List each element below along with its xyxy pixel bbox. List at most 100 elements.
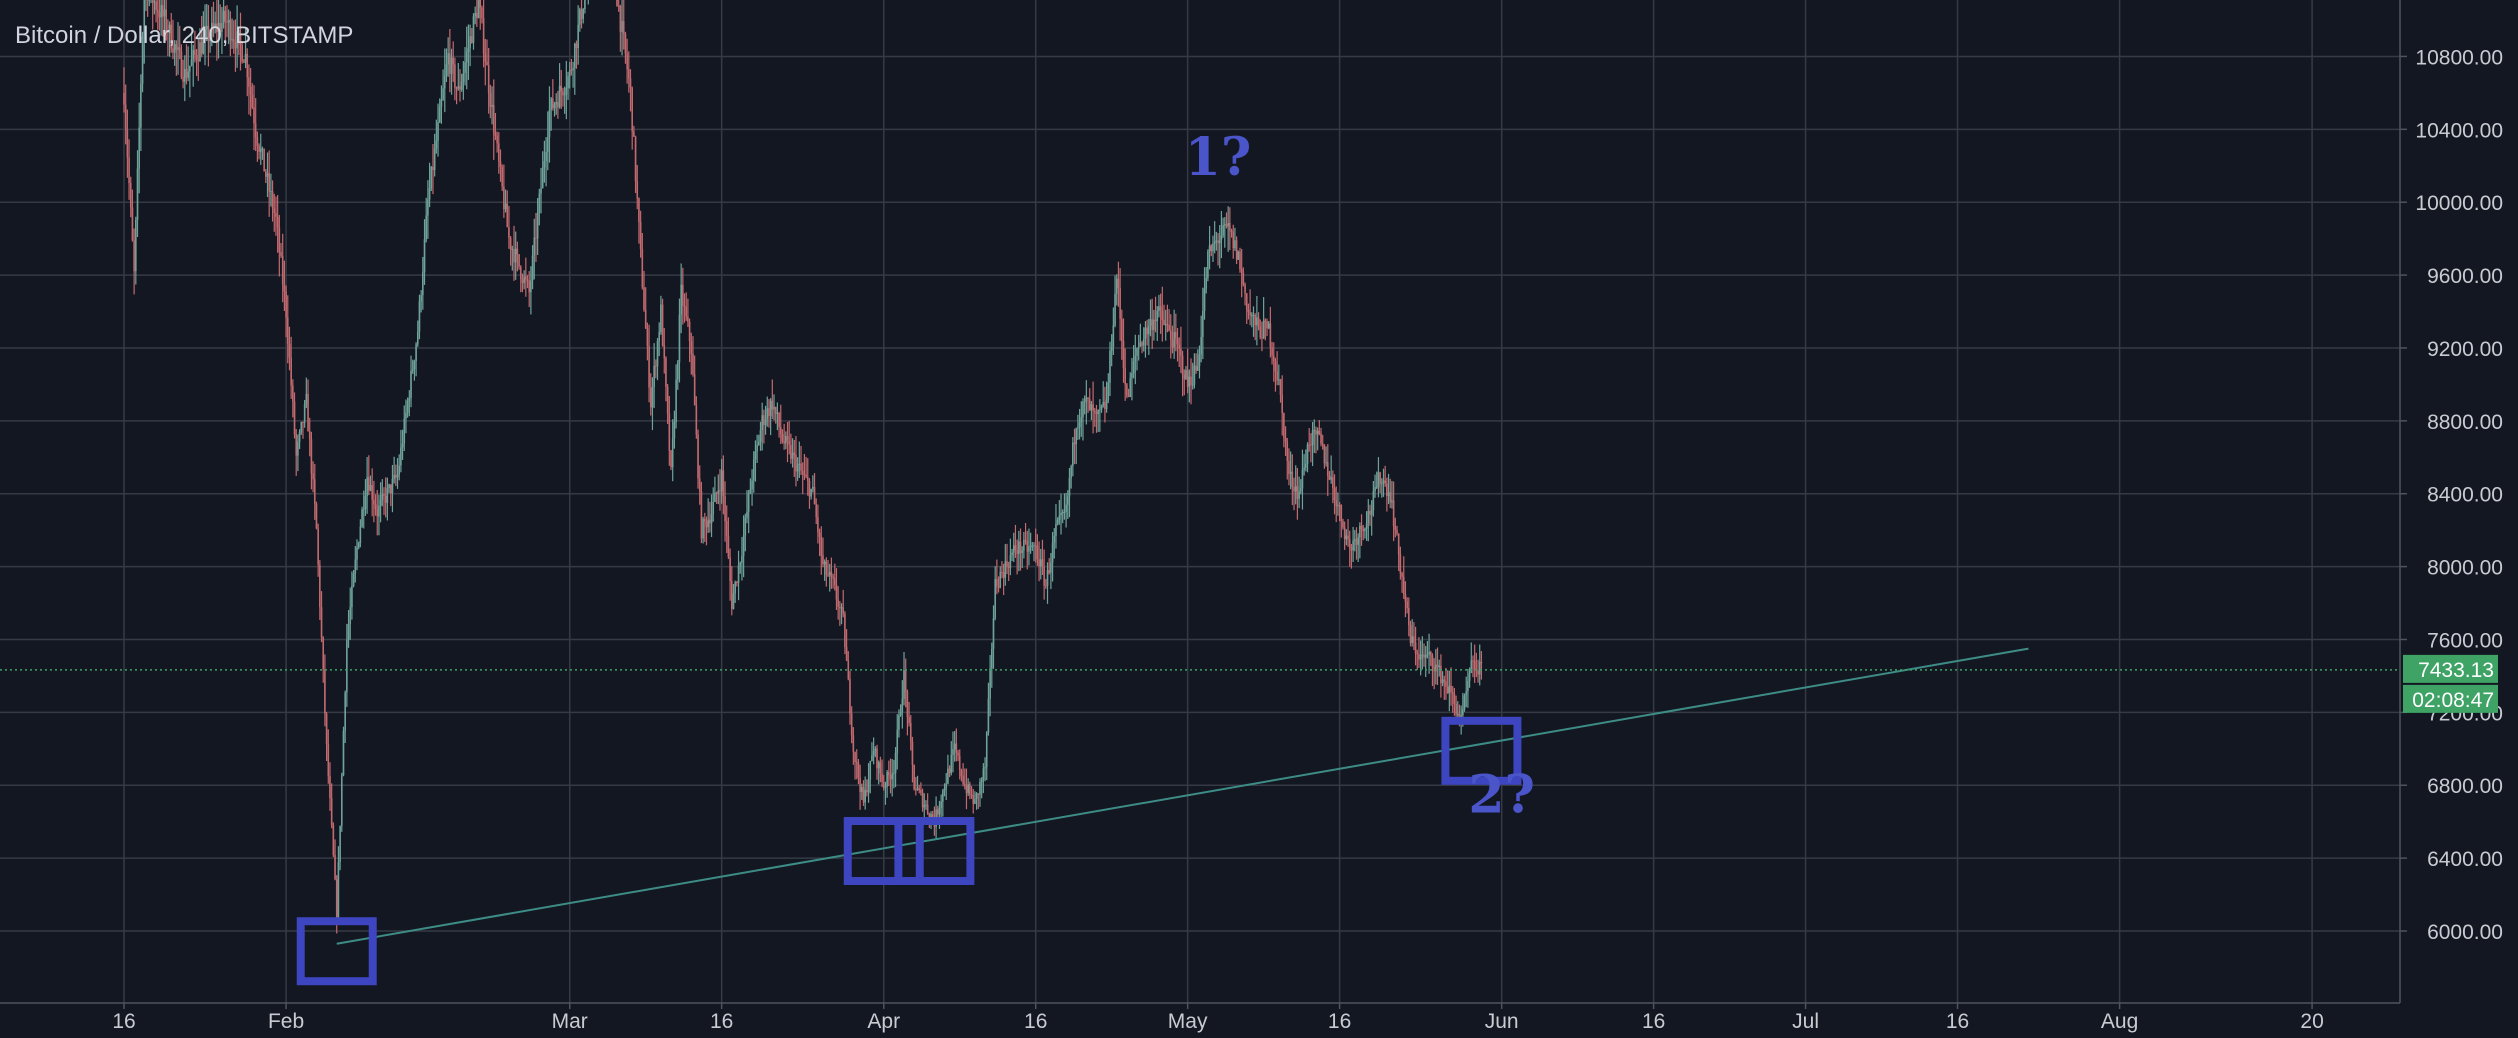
candle-body xyxy=(455,87,458,89)
candle-body xyxy=(754,451,757,460)
candle-body xyxy=(1119,287,1121,319)
candle-body xyxy=(962,776,964,784)
candle-body xyxy=(1168,325,1170,331)
candle-body xyxy=(734,581,736,594)
candle-body xyxy=(324,669,326,714)
candle-body xyxy=(967,784,969,794)
candle-body xyxy=(582,9,585,19)
candle-body xyxy=(1139,342,1142,347)
candle-body xyxy=(715,492,718,494)
candle-body xyxy=(1264,320,1267,322)
candle-body xyxy=(1102,401,1105,406)
candle-body xyxy=(1068,478,1071,497)
candle-body xyxy=(1391,500,1393,503)
candle-body xyxy=(383,494,385,496)
candle-body xyxy=(1077,427,1079,429)
candle-body xyxy=(984,767,986,769)
candle-body xyxy=(882,782,885,788)
candle-body xyxy=(163,9,166,17)
candle-body xyxy=(1458,713,1461,719)
candle-body xyxy=(682,284,684,306)
candle-body xyxy=(633,131,635,137)
candle-body xyxy=(308,431,311,440)
candle-body xyxy=(739,562,742,566)
candle-body xyxy=(1002,572,1005,578)
candle-body xyxy=(168,24,171,34)
candle-body xyxy=(641,248,644,288)
candle-body xyxy=(683,305,686,307)
candle-body xyxy=(1397,533,1400,555)
candle-body xyxy=(980,779,983,783)
candle-body xyxy=(857,762,860,778)
time-tick-label: 16 xyxy=(1946,1010,1969,1033)
candle-body xyxy=(533,237,536,256)
candle-body xyxy=(344,692,346,731)
candle-body xyxy=(953,743,956,750)
candle-body xyxy=(406,401,409,413)
candle-body xyxy=(925,804,927,806)
candle-body xyxy=(1272,355,1275,362)
highlight-box[interactable] xyxy=(894,817,975,886)
candle-body xyxy=(1082,401,1084,418)
candle-body xyxy=(1021,550,1023,554)
candle-body xyxy=(1411,636,1413,643)
candle-body xyxy=(698,478,701,491)
candle-body xyxy=(335,879,338,919)
candle-body xyxy=(346,640,348,693)
candle-body xyxy=(1413,636,1415,643)
candle-body xyxy=(1402,576,1405,595)
price-tick-label: 6800.00 xyxy=(2427,775,2503,798)
candle-body xyxy=(1200,336,1202,355)
candle-body xyxy=(989,668,991,699)
highlight-box[interactable] xyxy=(296,917,377,986)
candle-body xyxy=(1227,222,1229,227)
candle-body xyxy=(833,578,836,585)
time-tick-label: Feb xyxy=(268,1010,304,1033)
candle-body xyxy=(909,723,912,742)
time-tick-label: Apr xyxy=(867,1010,900,1033)
candle-body xyxy=(354,559,357,574)
candle-body xyxy=(761,415,763,431)
candle-body xyxy=(190,59,193,66)
candle-body xyxy=(894,753,897,774)
candle-body xyxy=(319,564,321,608)
price-axis-background xyxy=(2400,0,2518,1038)
candle-body xyxy=(227,19,230,23)
time-tick-label: May xyxy=(1168,1010,1208,1033)
candle-body xyxy=(528,281,530,293)
candle-body xyxy=(1333,487,1336,501)
candle-body xyxy=(975,793,978,799)
candle-body xyxy=(952,749,954,755)
candle-body xyxy=(226,21,228,23)
candle-body xyxy=(1220,235,1223,240)
candle-body xyxy=(1203,288,1206,311)
candle-body xyxy=(1041,559,1044,567)
candle-body xyxy=(1256,317,1258,326)
candle-body xyxy=(403,418,406,444)
candle-body xyxy=(472,16,475,43)
candle-body xyxy=(779,426,782,435)
price-axis[interactable]: 6000.006400.006800.007200.007600.008000.… xyxy=(2399,0,2518,1038)
highlight-box[interactable] xyxy=(843,817,924,886)
candle-body xyxy=(1198,354,1201,367)
candle-body xyxy=(545,152,547,162)
candle-body xyxy=(1161,310,1164,320)
candle-body xyxy=(268,173,270,192)
candle-body xyxy=(1443,679,1446,682)
candle-body xyxy=(1218,239,1221,244)
candle-body xyxy=(626,53,628,70)
candle-body xyxy=(427,199,429,216)
candle-body xyxy=(736,581,738,583)
candle-body xyxy=(445,64,448,76)
highlight-box[interactable] xyxy=(1441,716,1522,785)
candle-body xyxy=(307,393,309,432)
candle-body xyxy=(1222,224,1224,236)
trendline[interactable] xyxy=(336,647,2029,945)
candle-body xyxy=(1468,672,1471,681)
candle-body xyxy=(1375,487,1378,489)
time-axis[interactable]: 16 Feb Mar 16 Apr 16 May 16 Jun 16 Jul 16 Aug 20 xyxy=(0,1002,2400,1038)
candle-body xyxy=(1372,491,1375,511)
candle-body xyxy=(1230,230,1233,233)
candle-body xyxy=(752,459,755,481)
